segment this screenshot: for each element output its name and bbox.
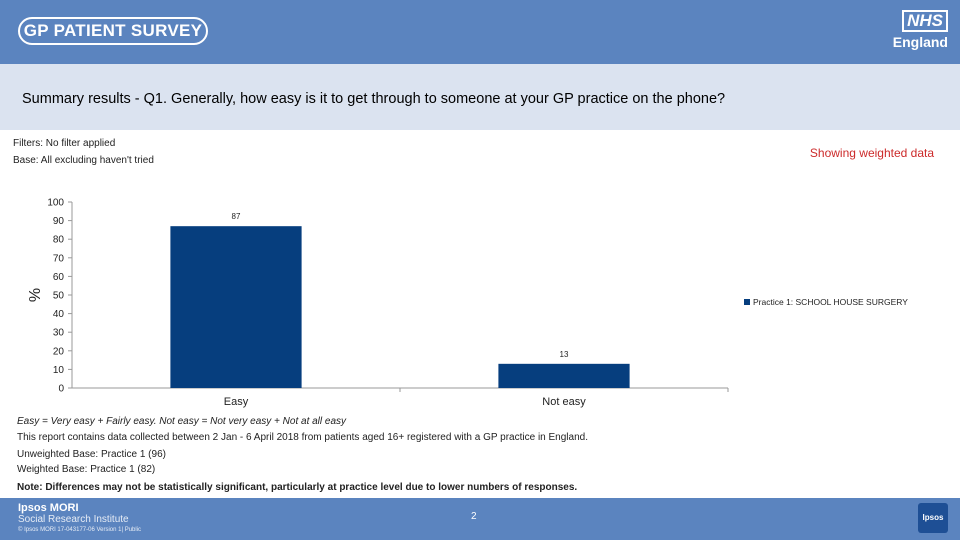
- y-tick-label: 40: [53, 309, 65, 320]
- y-tick-label: 60: [53, 272, 65, 283]
- y-tick-label: 0: [58, 384, 64, 395]
- y-tick-label: 30: [53, 328, 65, 339]
- y-tick-label: 70: [53, 253, 65, 264]
- weighted-base: Weighted Base: Practice 1 (82): [17, 464, 156, 475]
- report-note: This report contains data collected betw…: [17, 432, 588, 443]
- legend-label: Practice 1: SCHOOL HOUSE SURGERY: [753, 297, 908, 307]
- copyright-text: © Ipsos MORI 17-043177-06 Version 1| Pub…: [18, 527, 142, 533]
- bar-not-easy: [498, 363, 630, 388]
- y-tick-label: 20: [53, 346, 65, 357]
- weighted-data-label: Showing weighted data: [809, 146, 934, 160]
- unweighted-base: Unweighted Base: Practice 1 (96): [17, 449, 166, 460]
- y-tick-label: 50: [53, 291, 65, 302]
- significance-note: Note: Differences may not be statistical…: [17, 482, 578, 493]
- page-number: 2: [471, 511, 477, 522]
- bar-chart: 0 10 20 30 40 50 60 70 80 90 100% 87 Easy 13 Not easy P…: [27, 198, 908, 409]
- slide-title: Summary results - Q1. Generally, how eas…: [22, 91, 726, 107]
- data-label: 87: [232, 212, 241, 221]
- y-tick-label: 80: [53, 235, 65, 246]
- nhs-logo: NHS England: [890, 10, 948, 50]
- header-bar: GP PATIENT SURVEY NHS England: [0, 0, 960, 64]
- data-label: 13: [560, 350, 569, 359]
- x-tick-label: Not easy: [542, 396, 586, 408]
- x-tick-label: Easy: [224, 396, 249, 408]
- survey-logo: GP PATIENT SURVEY: [18, 17, 208, 45]
- nhs-logo-mark: NHS: [902, 10, 948, 32]
- y-tick-label: 90: [53, 216, 65, 227]
- nhs-logo-region: England: [892, 34, 948, 50]
- base-text: Base: All excluding haven't tried: [13, 155, 154, 166]
- bar-easy: [170, 226, 302, 388]
- title-band: Summary results - Q1. Generally, how eas…: [0, 64, 960, 130]
- ipsos-brand: Ipsos MORI: [18, 502, 79, 514]
- y-axis-title: %: [27, 288, 44, 302]
- filters-text: Filters: No filter applied: [13, 138, 116, 149]
- ipsos-subtitle: Social Research Institute: [18, 514, 129, 525]
- y-tick-label: 100: [47, 198, 64, 209]
- definition-note: Easy = Very easy + Fairly easy. Not easy…: [17, 416, 347, 427]
- ipsos-logo: Ipsos: [918, 503, 948, 533]
- y-tick-label: 10: [53, 365, 65, 376]
- footer-bar: Ipsos MORI Social Research Institute © I…: [0, 498, 960, 540]
- legend-swatch: [744, 299, 750, 305]
